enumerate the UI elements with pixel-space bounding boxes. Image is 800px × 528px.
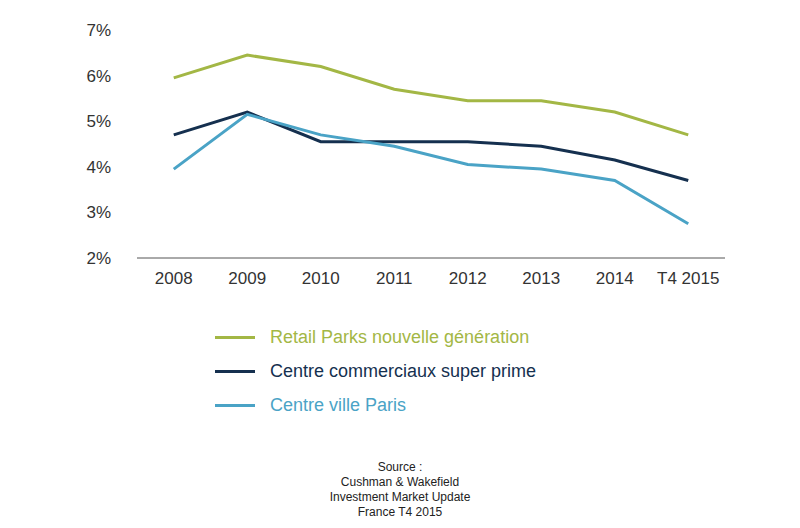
svg-text:2012: 2012 [449,269,487,288]
svg-text:2009: 2009 [228,269,266,288]
svg-text:4%: 4% [86,158,111,177]
svg-text:2014: 2014 [596,269,634,288]
svg-text:3%: 3% [86,203,111,222]
html-text:France T4 2015: France T4 2015 [357,505,443,519]
svg-text:6%: 6% [86,67,111,86]
svg-text:2011: 2011 [376,269,413,288]
html-text:Centre ville Paris: Centre ville Paris [270,394,406,415]
svg-text:5%: 5% [86,112,111,131]
svg-text:2010: 2010 [302,269,340,288]
html-text:Centre commerciaux super prime: Centre commerciaux super prime [270,360,537,381]
html-text:Investment Market Update: Investment Market Update [329,490,471,504]
html-text:Retail Parks nouvelle générati: Retail Parks nouvelle génération [270,326,530,347]
svg-text:2008: 2008 [155,269,193,288]
svg-text:2%: 2% [86,249,111,268]
svg-text:T4 2015: T4 2015 [657,269,719,288]
svg-text:7%: 7% [86,21,111,40]
html-text:Source :: Source : [377,460,423,474]
html-text:Cushman & Wakefield: Cushman & Wakefield [340,475,460,489]
svg-text:2013: 2013 [522,269,560,288]
